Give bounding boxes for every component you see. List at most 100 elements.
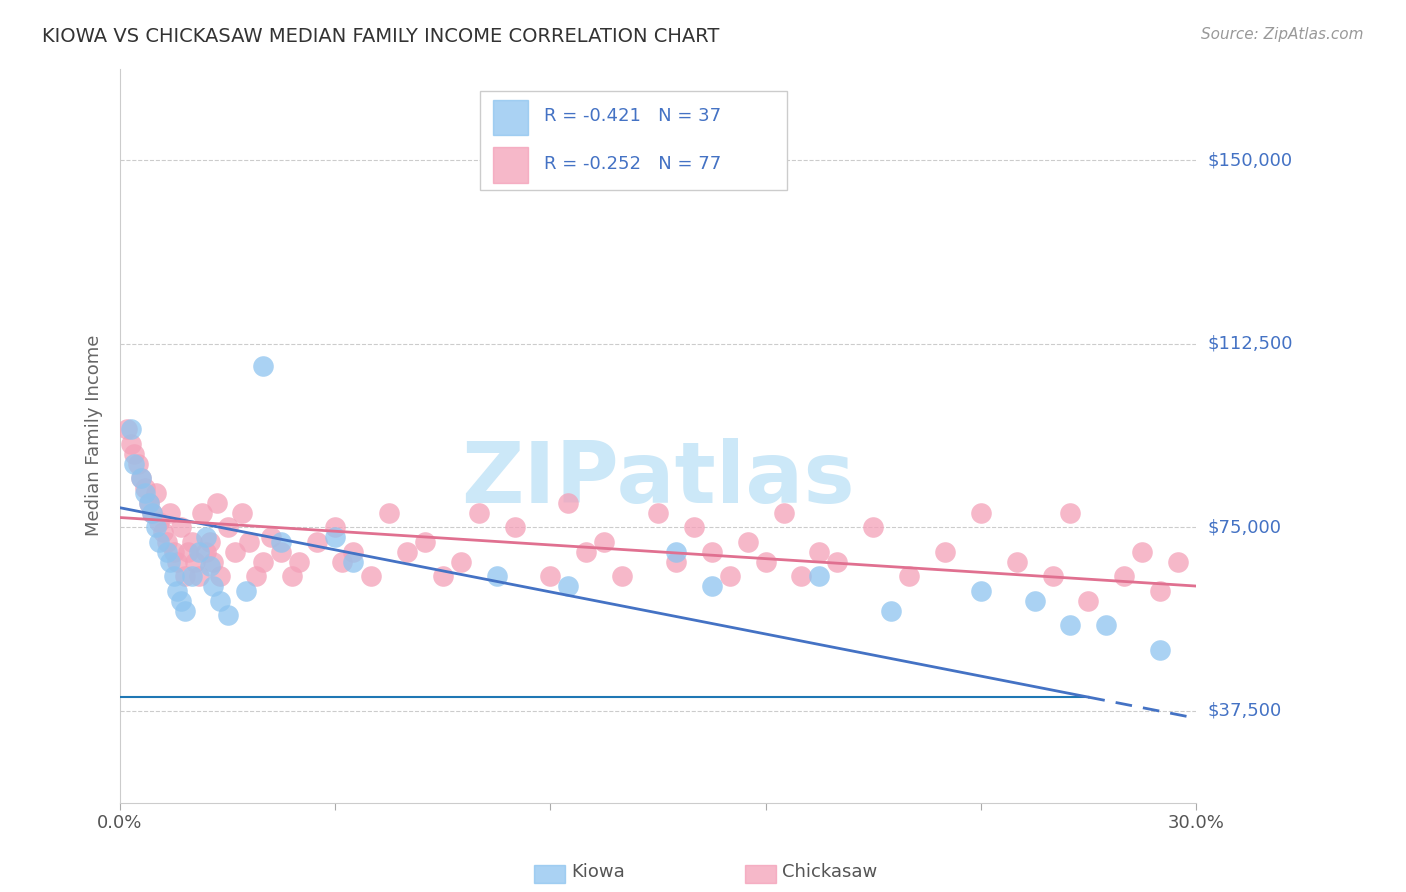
- Point: [141, 506, 163, 520]
- Point: [134, 486, 156, 500]
- Point: [115, 422, 138, 436]
- Point: [682, 520, 704, 534]
- Point: [163, 569, 186, 583]
- Point: [170, 520, 193, 534]
- Point: [281, 569, 304, 583]
- Point: [718, 569, 741, 583]
- Point: [159, 506, 181, 520]
- Y-axis label: Median Family Income: Median Family Income: [86, 334, 103, 536]
- Point: [1024, 593, 1046, 607]
- Point: [772, 506, 794, 520]
- Point: [124, 457, 146, 471]
- Point: [1114, 569, 1136, 583]
- Point: [700, 579, 723, 593]
- Point: [575, 545, 598, 559]
- Point: [413, 535, 436, 549]
- Point: [209, 569, 232, 583]
- Point: [259, 530, 281, 544]
- Point: [1042, 569, 1064, 583]
- Point: [202, 579, 225, 593]
- Text: Kiowa: Kiowa: [571, 863, 624, 881]
- Point: [323, 520, 346, 534]
- Point: [138, 496, 160, 510]
- Point: [665, 545, 688, 559]
- Point: [127, 457, 149, 471]
- Point: [934, 545, 956, 559]
- Point: [209, 593, 232, 607]
- Point: [432, 569, 454, 583]
- Point: [217, 520, 239, 534]
- Point: [235, 583, 257, 598]
- Point: [665, 555, 688, 569]
- Point: [307, 535, 329, 549]
- Point: [808, 569, 831, 583]
- Point: [1059, 618, 1081, 632]
- Text: Source: ZipAtlas.com: Source: ZipAtlas.com: [1201, 27, 1364, 42]
- Point: [503, 520, 526, 534]
- Point: [880, 603, 903, 617]
- Text: KIOWA VS CHICKASAW MEDIAN FAMILY INCOME CORRELATION CHART: KIOWA VS CHICKASAW MEDIAN FAMILY INCOME …: [42, 27, 720, 45]
- Point: [155, 545, 177, 559]
- Point: [173, 603, 195, 617]
- Text: R = -0.421   N = 37: R = -0.421 N = 37: [544, 107, 721, 125]
- Point: [170, 593, 193, 607]
- Point: [862, 520, 884, 534]
- Point: [755, 555, 778, 569]
- Point: [131, 471, 153, 485]
- Point: [138, 496, 160, 510]
- Point: [485, 569, 508, 583]
- Point: [270, 545, 292, 559]
- Point: [360, 569, 382, 583]
- Point: [330, 555, 353, 569]
- Point: [1095, 618, 1118, 632]
- Point: [827, 555, 849, 569]
- Point: [467, 506, 489, 520]
- Point: [180, 569, 202, 583]
- Point: [145, 486, 167, 500]
- Text: $150,000: $150,000: [1208, 152, 1292, 169]
- FancyBboxPatch shape: [481, 91, 787, 190]
- Point: [187, 545, 209, 559]
- Point: [159, 555, 181, 569]
- Point: [970, 583, 993, 598]
- Point: [593, 535, 616, 549]
- Point: [538, 569, 561, 583]
- Point: [131, 471, 153, 485]
- Bar: [494, 147, 527, 183]
- Point: [557, 579, 579, 593]
- Text: Chickasaw: Chickasaw: [782, 863, 877, 881]
- Point: [195, 545, 218, 559]
- Point: [898, 569, 921, 583]
- Point: [145, 520, 167, 534]
- Text: $37,500: $37,500: [1208, 702, 1281, 720]
- Point: [231, 506, 253, 520]
- Point: [1149, 583, 1171, 598]
- Point: [1059, 506, 1081, 520]
- Point: [173, 569, 195, 583]
- Point: [224, 545, 246, 559]
- Point: [198, 535, 221, 549]
- Bar: [494, 100, 527, 135]
- Point: [808, 545, 831, 559]
- Point: [737, 535, 759, 549]
- Point: [195, 530, 218, 544]
- Point: [1005, 555, 1028, 569]
- Point: [1167, 555, 1189, 569]
- Point: [120, 437, 142, 451]
- Point: [288, 555, 311, 569]
- Point: [124, 447, 146, 461]
- Point: [184, 555, 207, 569]
- Point: [202, 555, 225, 569]
- Point: [148, 535, 170, 549]
- Point: [148, 516, 170, 530]
- Point: [557, 496, 579, 510]
- Point: [252, 555, 274, 569]
- Point: [180, 535, 202, 549]
- Point: [378, 506, 401, 520]
- Point: [141, 506, 163, 520]
- Point: [120, 422, 142, 436]
- Point: [610, 569, 633, 583]
- Point: [217, 608, 239, 623]
- Point: [700, 545, 723, 559]
- Point: [1149, 642, 1171, 657]
